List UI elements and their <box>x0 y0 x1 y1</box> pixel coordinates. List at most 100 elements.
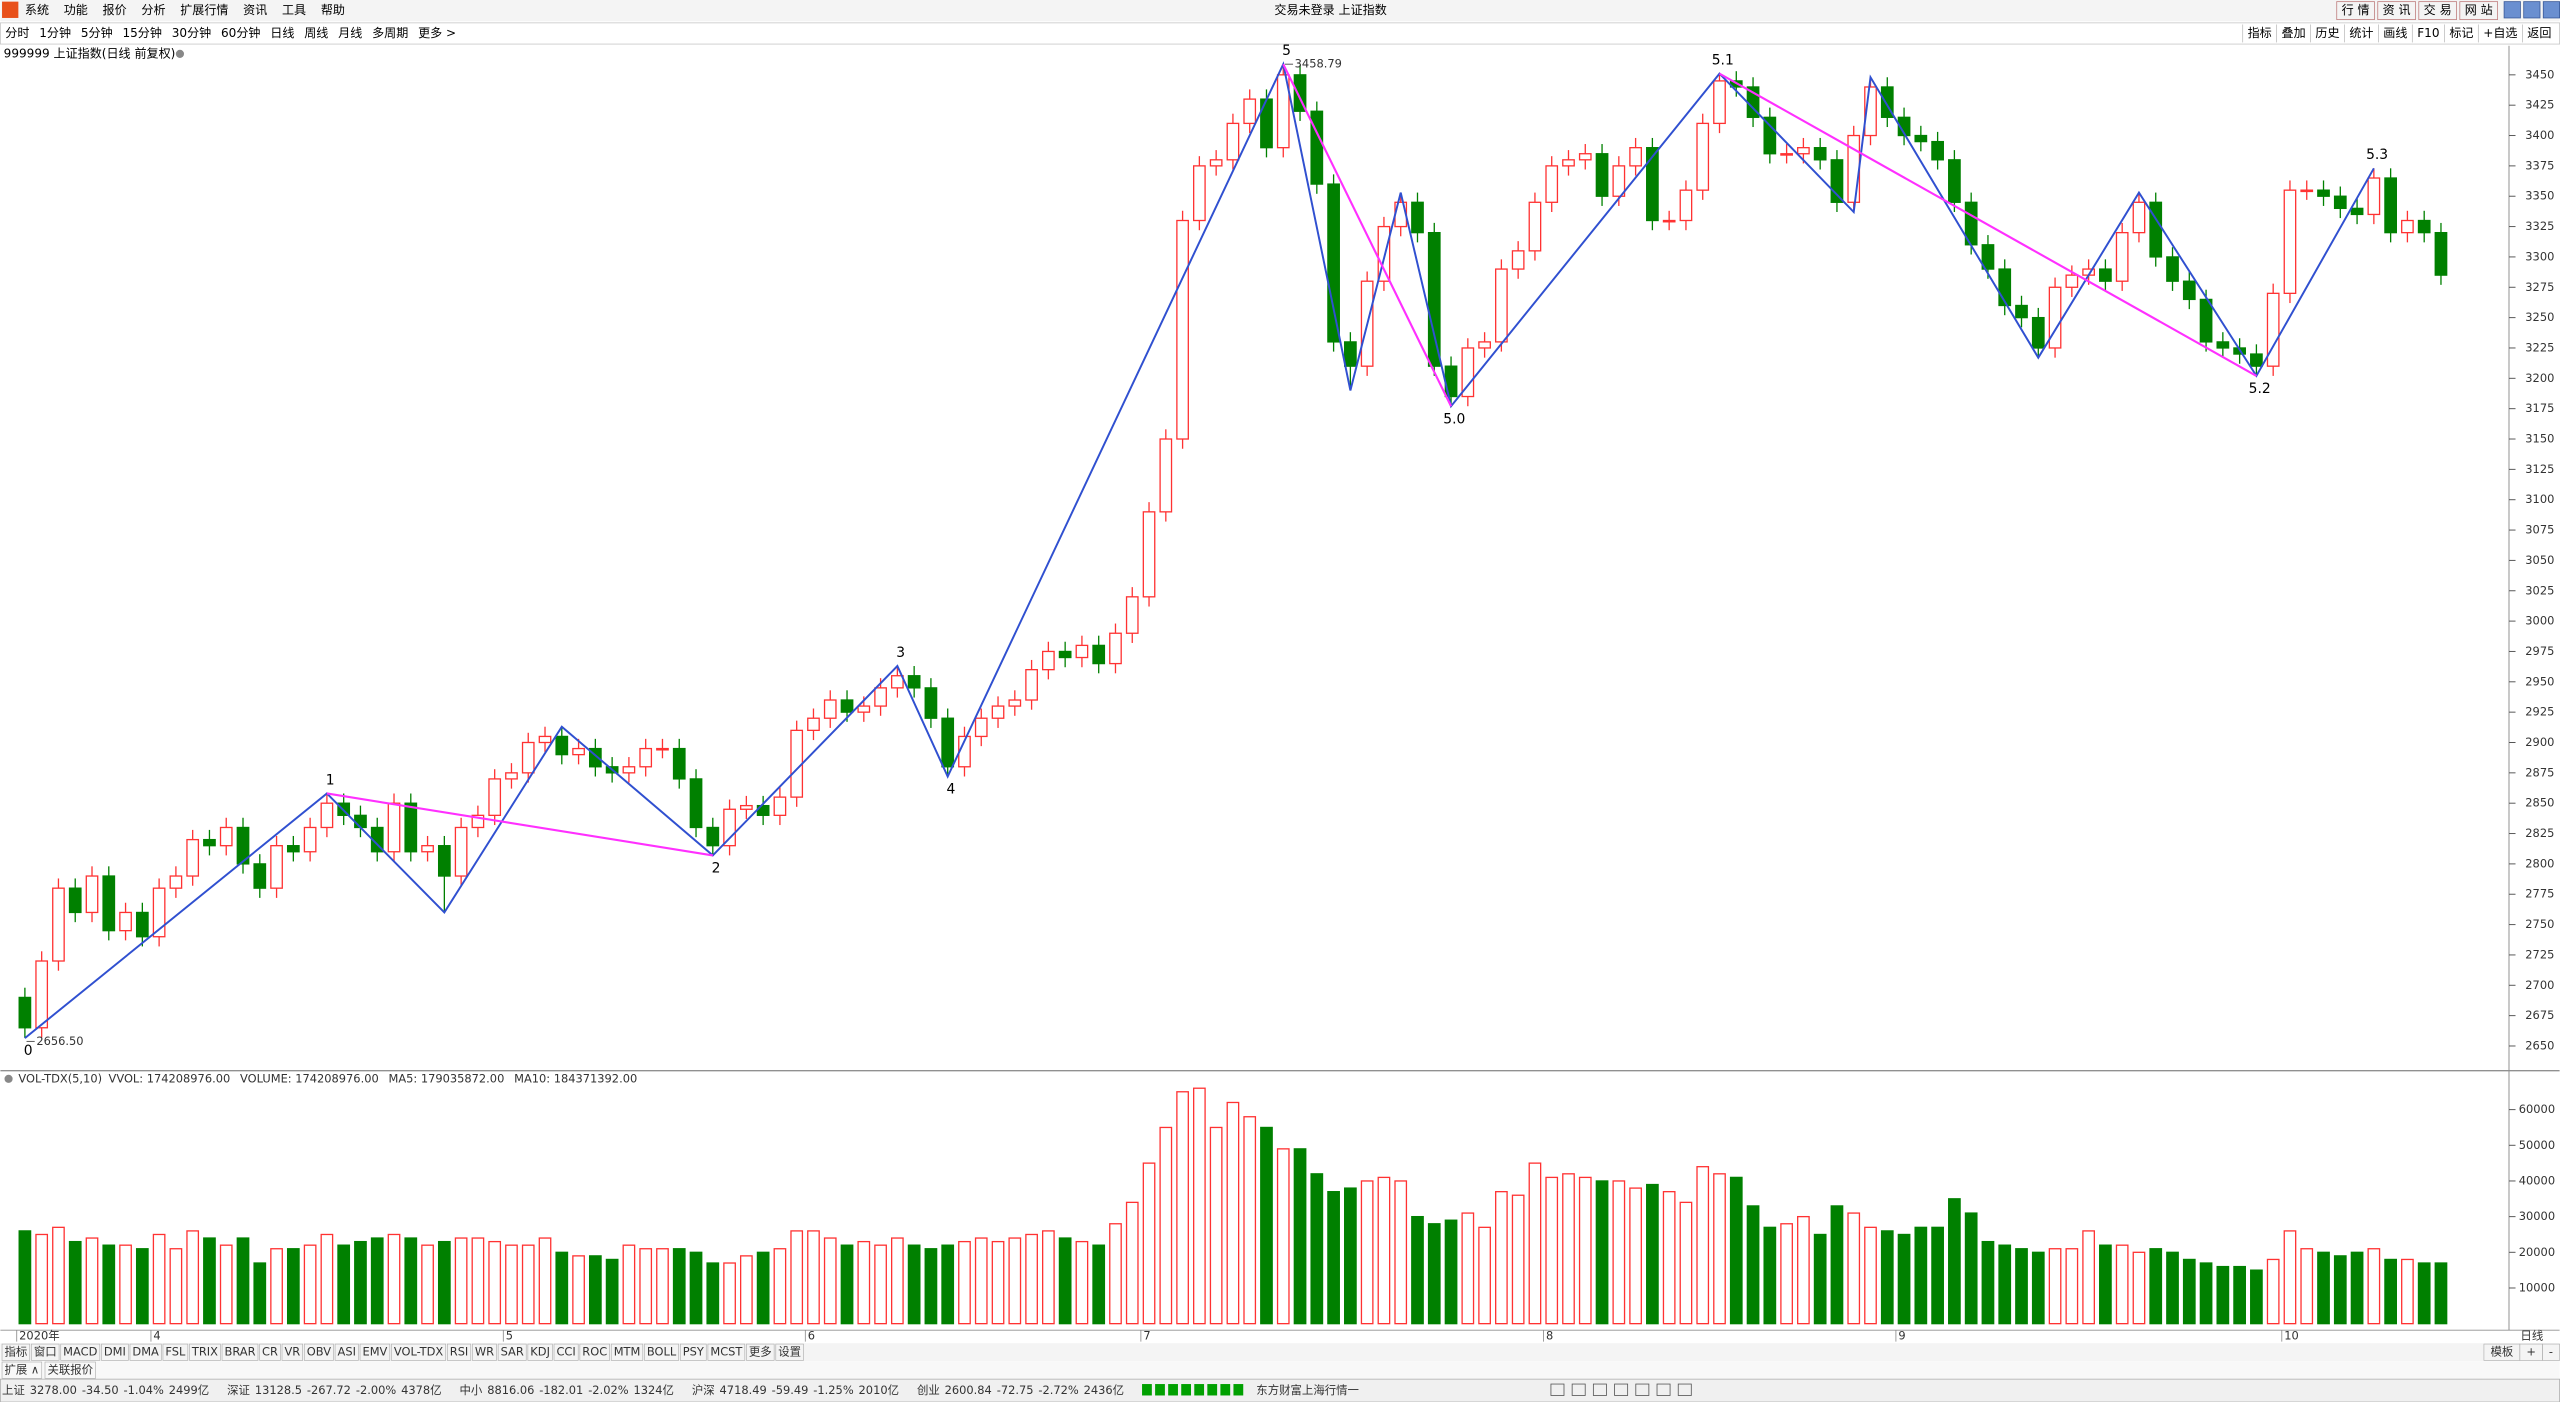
period-tab[interactable]: 周线 <box>304 26 328 40</box>
candle-body <box>2250 353 2263 367</box>
indicator-tab[interactable]: MTM <box>614 1345 641 1359</box>
period-tab[interactable]: 日线 <box>270 26 294 40</box>
volume-bar <box>1964 1212 1978 1325</box>
top-button[interactable]: 行 情 <box>2342 3 2370 17</box>
tool-button[interactable]: 历史 <box>2315 26 2339 40</box>
indicator-tab[interactable]: EMV <box>362 1345 387 1359</box>
indicator-tab[interactable]: ASI <box>338 1345 356 1359</box>
indicator-tab[interactable]: FSL <box>165 1345 186 1359</box>
menu-item[interactable]: 功能 <box>64 3 88 17</box>
candle-body <box>2065 274 2079 288</box>
menu-item[interactable]: 系统 <box>25 3 49 17</box>
candle-body <box>1142 511 1156 598</box>
indicator-tab[interactable]: SAR <box>501 1345 524 1359</box>
indicator-tab[interactable]: DMA <box>132 1345 159 1359</box>
tray-icon[interactable] <box>1614 1383 1629 1396</box>
indicator-tab[interactable]: BRAR <box>225 1345 256 1359</box>
volume-bar <box>337 1244 351 1325</box>
tray-icon[interactable] <box>1656 1383 1671 1396</box>
indicator-tab[interactable]: OBV <box>307 1345 331 1359</box>
tray-icon[interactable] <box>1550 1383 1565 1396</box>
indicator-tab[interactable]: 窗口 <box>34 1345 57 1359</box>
menu-item[interactable]: 报价 <box>103 2 127 17</box>
period-tab[interactable]: 分时 <box>5 26 29 40</box>
template-tab[interactable]: 模板 <box>2490 1345 2513 1359</box>
indicator-tab[interactable]: ROC <box>582 1345 607 1359</box>
tool-button[interactable]: 叠加 <box>2282 26 2306 40</box>
status-name: 深证 <box>227 1383 250 1397</box>
signal-block <box>1194 1384 1205 1396</box>
period-tab[interactable]: 5分钟 <box>81 25 113 40</box>
volume-bar <box>18 1230 32 1325</box>
bottom-tab[interactable]: 扩展 ∧ <box>4 1363 39 1377</box>
window-control[interactable] <box>2523 1 2541 19</box>
period-tab[interactable]: 30分钟 <box>172 25 211 40</box>
candle-body <box>1411 201 1424 234</box>
tool-button[interactable]: 指标 <box>2248 25 2272 40</box>
indicator-tab[interactable]: CR <box>262 1345 278 1359</box>
indicator-tab[interactable]: VR <box>284 1345 300 1359</box>
tray-icon[interactable] <box>1571 1383 1586 1396</box>
window-control[interactable] <box>2503 1 2521 19</box>
indicator-tab[interactable]: DMI <box>104 1345 126 1359</box>
top-button[interactable]: 资 讯 <box>2383 3 2411 17</box>
period-tab[interactable]: 月线 <box>338 26 362 40</box>
candle-body <box>1042 650 1055 671</box>
y-tick-label: 3075 <box>2525 523 2554 537</box>
menu-item[interactable]: 资讯 <box>243 3 267 17</box>
indicator-tab[interactable]: WR <box>475 1345 494 1359</box>
template-tab[interactable]: - <box>2549 1345 2553 1359</box>
candle-body <box>1511 250 1525 270</box>
y-tick-label: 3250 <box>2525 310 2554 324</box>
tool-button[interactable]: 画线 <box>2383 26 2407 40</box>
candle-body <box>588 747 602 768</box>
indicator-tab[interactable]: VOL-TDX <box>394 1345 444 1359</box>
tray-icon[interactable] <box>1677 1383 1692 1396</box>
indicator-tab[interactable]: BOLL <box>647 1345 677 1359</box>
indicator-tab[interactable]: CCI <box>556 1345 575 1359</box>
volume-bar <box>2283 1230 2297 1325</box>
indicator-tab[interactable]: PSY <box>683 1345 704 1359</box>
indicator-tab[interactable]: 指标 <box>4 1345 27 1359</box>
period-tab[interactable]: 60分钟 <box>221 25 260 40</box>
indicator-tab-frame <box>679 1343 707 1361</box>
tool-button[interactable]: +自选 <box>2483 26 2517 40</box>
top-button[interactable]: 交 易 <box>2424 2 2452 17</box>
y-tick-label: 2975 <box>2525 644 2554 658</box>
volume-bar <box>85 1237 99 1325</box>
tray-icon[interactable] <box>1592 1383 1607 1396</box>
volume-bar <box>1293 1148 1307 1325</box>
volume-bar <box>1578 1176 1592 1325</box>
volume-bar <box>354 1240 367 1325</box>
top-button[interactable]: 网 站 <box>2465 3 2493 17</box>
indicator-tab[interactable]: RSI <box>450 1345 469 1359</box>
menu-item[interactable]: 扩展行情 <box>180 3 228 17</box>
candle-body <box>421 845 434 853</box>
period-tab[interactable]: 1分钟 <box>39 25 71 40</box>
signal-block <box>1142 1384 1152 1396</box>
tool-button[interactable]: F10 <box>2417 26 2439 40</box>
menu-item[interactable]: 分析 <box>141 3 165 17</box>
indicator-tab[interactable]: MACD <box>63 1345 97 1359</box>
bottom-tab[interactable]: 关联报价 <box>47 1363 93 1377</box>
period-tab[interactable]: 多周期 <box>372 26 408 40</box>
menu-item[interactable]: 工具 <box>282 3 306 17</box>
indicator-tab[interactable]: KDJ <box>530 1345 550 1359</box>
indicator-tab[interactable]: TRIX <box>191 1345 218 1359</box>
period-tab[interactable]: 15分钟 <box>122 25 161 40</box>
indicator-tab-frame <box>1 1343 31 1361</box>
period-tab[interactable]: 更多 > <box>418 26 456 40</box>
menu-item[interactable]: 帮助 <box>321 3 345 17</box>
indicator-tab[interactable]: 更多 <box>749 1345 772 1359</box>
tool-button[interactable]: 统计 <box>2349 26 2373 40</box>
indicator-tab[interactable]: 设置 <box>778 1345 801 1359</box>
top-button-frame <box>2377 1 2416 20</box>
template-tab[interactable]: + <box>2526 1345 2536 1359</box>
tool-button[interactable]: 标记 <box>2449 26 2473 40</box>
window-control[interactable] <box>2542 1 2560 19</box>
y-tick-label: 2875 <box>2525 765 2554 779</box>
indicator-tab[interactable]: MCST <box>710 1345 742 1359</box>
tray-icon[interactable] <box>1635 1383 1650 1396</box>
tool-button[interactable]: 返回 <box>2527 26 2551 40</box>
candle-body <box>907 675 921 689</box>
